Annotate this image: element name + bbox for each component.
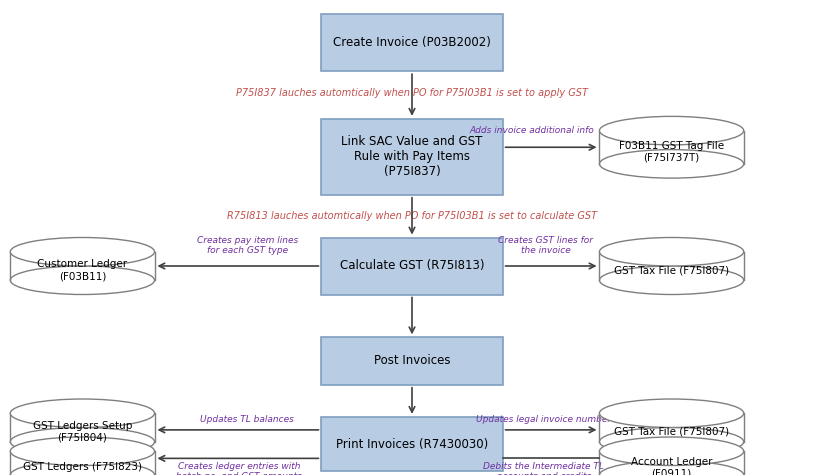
Ellipse shape	[599, 428, 743, 456]
Ellipse shape	[11, 399, 154, 428]
FancyBboxPatch shape	[599, 131, 743, 164]
Ellipse shape	[11, 428, 154, 456]
Text: GST Ledgers (F75I823): GST Ledgers (F75I823)	[23, 462, 142, 473]
Text: Creates pay item lines
for each GST type: Creates pay item lines for each GST type	[197, 236, 297, 255]
Text: Print Invoices (R7430030): Print Invoices (R7430030)	[336, 437, 488, 451]
Text: Debits the Intermediate TL
accounts and credits
permanent TL accounts: Debits the Intermediate TL accounts and …	[484, 462, 604, 475]
FancyBboxPatch shape	[11, 413, 154, 442]
FancyBboxPatch shape	[599, 451, 743, 475]
Text: Customer Ledger
(F03B11): Customer Ledger (F03B11)	[37, 259, 128, 281]
Ellipse shape	[599, 266, 743, 294]
Text: Updates TL balances: Updates TL balances	[200, 415, 294, 424]
Text: Link SAC Value and GST
Rule with Pay Items
(P75I837): Link SAC Value and GST Rule with Pay Ite…	[341, 135, 483, 178]
Text: Updates legal invoice number: Updates legal invoice number	[476, 415, 611, 424]
Text: Account Ledger
(F0911): Account Ledger (F0911)	[631, 456, 712, 475]
Text: F03B11 GST Tag File
(F75I737T): F03B11 GST Tag File (F75I737T)	[619, 141, 724, 162]
Text: P75I837 lauches automtically when PO for P75I03B1 is set to apply GST: P75I837 lauches automtically when PO for…	[236, 87, 588, 98]
FancyBboxPatch shape	[11, 451, 154, 475]
Ellipse shape	[11, 266, 154, 294]
FancyBboxPatch shape	[321, 14, 503, 71]
Text: GST Ledgers Setup
(F75I804): GST Ledgers Setup (F75I804)	[33, 421, 132, 443]
Ellipse shape	[599, 238, 743, 266]
FancyBboxPatch shape	[321, 119, 503, 195]
Ellipse shape	[11, 238, 154, 266]
FancyBboxPatch shape	[321, 238, 503, 294]
Text: Calculate GST (R75I813): Calculate GST (R75I813)	[339, 259, 485, 273]
FancyBboxPatch shape	[11, 252, 154, 280]
Ellipse shape	[599, 399, 743, 428]
Ellipse shape	[11, 461, 154, 475]
Text: GST Tax File (F75I807): GST Tax File (F75I807)	[614, 427, 729, 437]
Text: GST Tax File (F75I807): GST Tax File (F75I807)	[614, 265, 729, 275]
Text: Post Invoices: Post Invoices	[374, 354, 450, 368]
Ellipse shape	[599, 116, 743, 145]
Text: R75I813 lauches automtically when PO for P75I03B1 is set to calculate GST: R75I813 lauches automtically when PO for…	[227, 211, 597, 221]
Ellipse shape	[599, 437, 743, 466]
Text: Create Invoice (P03B2002): Create Invoice (P03B2002)	[333, 36, 491, 49]
Text: Creates GST lines for
the invoice: Creates GST lines for the invoice	[498, 236, 593, 255]
Text: Adds invoice additional info: Adds invoice additional info	[469, 126, 594, 135]
FancyBboxPatch shape	[321, 417, 503, 471]
Ellipse shape	[11, 437, 154, 466]
FancyBboxPatch shape	[599, 413, 743, 442]
Ellipse shape	[599, 150, 743, 178]
Ellipse shape	[599, 461, 743, 475]
Text: Creates ledger entries with
batch no. and GST amounts: Creates ledger entries with batch no. an…	[176, 462, 302, 475]
FancyBboxPatch shape	[599, 252, 743, 280]
FancyBboxPatch shape	[321, 337, 503, 385]
